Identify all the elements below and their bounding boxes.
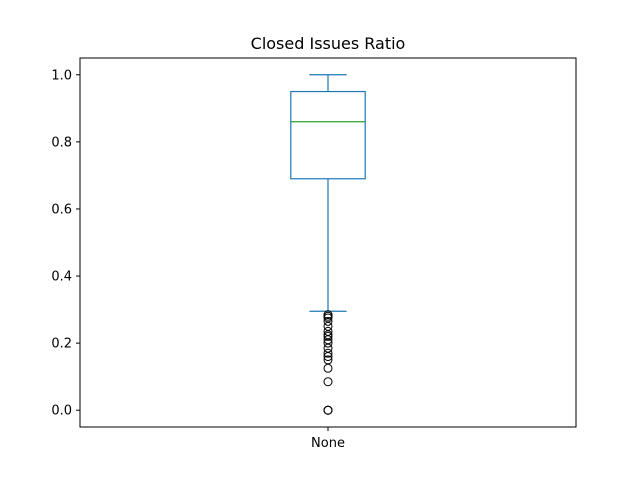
outlier-point bbox=[323, 316, 333, 326]
outlier-point bbox=[323, 377, 333, 387]
y-tick-label: 1.0 bbox=[51, 68, 72, 83]
y-tick-label: 0.2 bbox=[51, 337, 72, 352]
y-tick-label: 0.4 bbox=[51, 270, 72, 285]
outlier-point bbox=[323, 338, 333, 348]
outlier-point bbox=[323, 405, 333, 415]
y-tick-label: 0.6 bbox=[51, 202, 72, 217]
outlier-point bbox=[323, 352, 333, 362]
box-iqr bbox=[290, 90, 366, 180]
outlier-point bbox=[323, 348, 333, 358]
outlier-point bbox=[323, 331, 333, 341]
chart-title: Closed Issues Ratio bbox=[251, 34, 406, 53]
y-tick-label: 0.8 bbox=[51, 135, 72, 150]
plot-area: 0.0 0.2 0.4 0.6 0.8 1.0 None bbox=[51, 57, 577, 451]
y-tick-label: 0.0 bbox=[51, 404, 72, 419]
outlier-point bbox=[323, 363, 333, 373]
x-tick-label: None bbox=[311, 436, 345, 451]
